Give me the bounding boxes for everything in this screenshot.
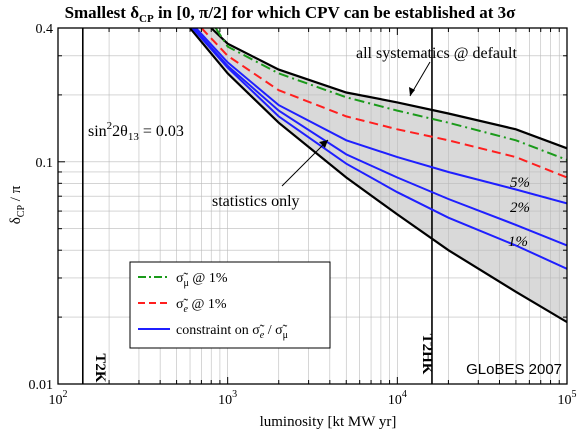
x-tick-label: 102 (49, 389, 68, 408)
curve-label-5pct: 5% (510, 175, 530, 191)
y-tick-label: 0.4 (36, 22, 54, 37)
y-tick-label: 0.01 (29, 378, 54, 393)
series-line-constraint-5pct (195, 28, 567, 205)
plot-frame (57, 27, 568, 385)
series-line-sigma-mu-1pct (214, 28, 567, 161)
chart-title: Smallest δCP in [0, π/2] for which CPV c… (65, 3, 517, 25)
legend: σ̃μ @ 1% σ̃e @ 1% constraint on σ̃e / σ̃… (129, 261, 331, 349)
y-axis-label: δCP / π (8, 185, 27, 224)
theta13-annotation: sin22θ13 = 0.03 (88, 120, 184, 143)
x-tick-label: 103 (218, 389, 237, 408)
statistics-arrow (281, 139, 329, 187)
uncertainty-band (190, 28, 567, 323)
statistics-annotation: statistics only (212, 193, 300, 210)
series-line-statistics (189, 28, 567, 324)
y-tick-label: 0.1 (36, 156, 54, 171)
x-tick-label: 105 (558, 389, 577, 408)
series-line-constraint-1pct (191, 28, 567, 270)
series-line-sigma-e-1pct (200, 28, 567, 179)
x-tick-label: 104 (388, 389, 407, 408)
x-axis-label: luminosity [kt MW yr] (260, 414, 397, 430)
curve-label-2pct: 2% (510, 200, 530, 216)
experiment-lines (81, 28, 433, 384)
series-line-systematics (210, 28, 567, 150)
systematics-arrowhead (409, 87, 415, 96)
t2k-label: T2K (92, 353, 108, 383)
series-line-constraint-2pct (192, 28, 567, 247)
grid (58, 28, 567, 384)
band-fill (190, 28, 567, 323)
series-lines (189, 28, 567, 324)
systematics-annotation: all systematics @ default (356, 45, 517, 62)
legend-label-sigma-mu: σ̃μ @ 1% (176, 271, 228, 289)
statistics-arrowhead (319, 140, 328, 148)
axis-ticks: 102 103 104 105 0.01 0.1 0.4 (29, 22, 577, 408)
legend-box (129, 261, 331, 349)
t2hk-label: T2HK (419, 334, 435, 375)
globes-watermark: GLoBES 2007 (466, 361, 562, 378)
curve-label-1pct: 1% (508, 234, 528, 250)
